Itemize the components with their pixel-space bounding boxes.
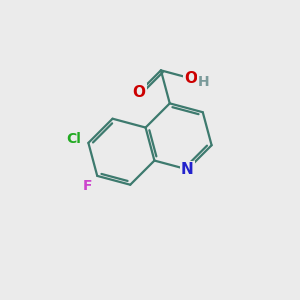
Text: N: N xyxy=(181,162,194,177)
Text: O: O xyxy=(184,71,197,86)
Text: H: H xyxy=(198,75,209,89)
Text: O: O xyxy=(133,85,146,100)
Text: F: F xyxy=(82,179,92,193)
Text: Cl: Cl xyxy=(66,132,81,146)
